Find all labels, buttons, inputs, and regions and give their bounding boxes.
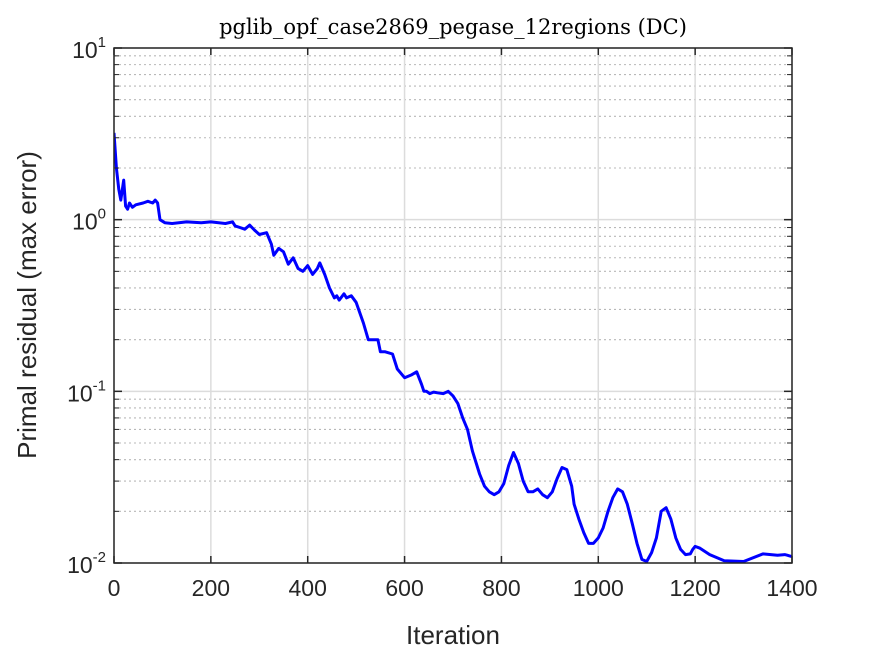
y-tick-label: 100	[72, 206, 106, 235]
y-tick-label: 10-2	[67, 549, 106, 578]
minor-gridlines	[114, 55, 792, 512]
series-layer	[114, 132, 792, 563]
x-tick-label: 0	[108, 575, 121, 601]
series-line	[114, 132, 792, 563]
plot-area	[114, 48, 792, 563]
x-tick-label: 1200	[670, 575, 721, 601]
x-tick-label: 600	[385, 575, 423, 601]
x-axis-label: Iteration	[406, 620, 500, 650]
x-tick-label: 400	[289, 575, 327, 601]
y-tick-labels: 10-2 10-1 100 101	[67, 34, 106, 578]
y-tick-label: 10-1	[67, 377, 106, 406]
x-tick-label: 1000	[573, 575, 624, 601]
x-tick-label: 800	[482, 575, 520, 601]
x-tick-label: 1400	[766, 575, 817, 601]
chart-title: pglib_opf_case2869_pegase_12regions (DC)	[219, 15, 687, 39]
y-tick-label: 101	[72, 34, 106, 63]
plot-frame	[113, 47, 793, 564]
y-axis-label: Primal residual (max error)	[12, 151, 42, 459]
tick-marks	[113, 47, 793, 564]
x-tick-labels: 0 200 400 600 800 1000 1200 1400	[108, 575, 818, 601]
x-tick-label: 200	[192, 575, 230, 601]
